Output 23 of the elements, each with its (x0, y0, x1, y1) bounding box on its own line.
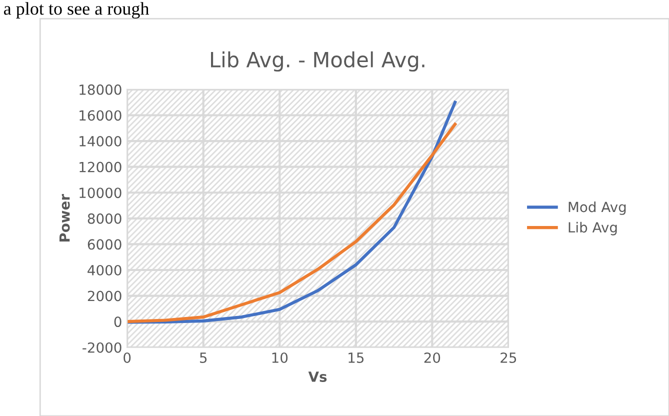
y-tick-label: 4000 (88, 264, 122, 276)
legend-label: Lib Avg (568, 222, 617, 236)
y-tick-label: 12000 (80, 162, 122, 172)
x-tick-label: 5 (200, 352, 207, 363)
y-axis-title: Power (59, 194, 70, 242)
legend-label: Mod Avg (568, 201, 626, 215)
x-tick-label: 10 (272, 352, 288, 363)
text: a plot to see a rough (4, 2, 150, 19)
y-tick-label: 10000 (80, 188, 122, 198)
y-tick-label: 2000 (88, 290, 122, 302)
x-tick-label: 0 (124, 352, 131, 363)
x-tick-label: 25 (500, 352, 516, 363)
x-axis-title: Vs (308, 372, 327, 382)
y-tick-label: 16000 (80, 110, 122, 121)
y-tick-label: 14000 (80, 136, 122, 146)
y-tick-label: 18000 (80, 84, 122, 95)
x-tick-label: 15 (348, 352, 364, 363)
chart-title: Lib Avg. - Model Avg. (211, 51, 424, 72)
y-tick-label: 8000 (88, 213, 122, 224)
y-tick-label: 0 (114, 316, 122, 328)
x-tick-label: 20 (424, 352, 440, 363)
y-tick-label: -2000 (82, 342, 122, 353)
y-tick-label: 6000 (88, 239, 122, 250)
